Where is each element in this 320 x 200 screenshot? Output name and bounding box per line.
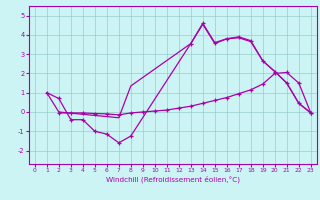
X-axis label: Windchill (Refroidissement éolien,°C): Windchill (Refroidissement éolien,°C) — [106, 175, 240, 183]
